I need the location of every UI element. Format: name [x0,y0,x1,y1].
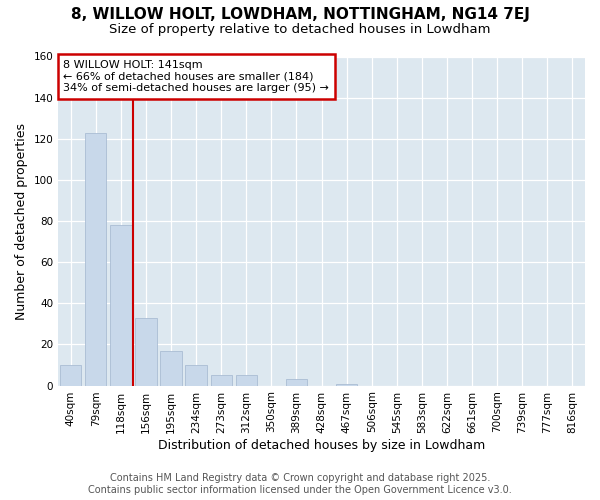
Bar [286,380,307,386]
Text: 8, WILLOW HOLT, LOWDHAM, NOTTINGHAM, NG14 7EJ: 8, WILLOW HOLT, LOWDHAM, NOTTINGHAM, NG1… [71,8,529,22]
Bar [136,318,157,386]
Y-axis label: Number of detached properties: Number of detached properties [15,122,28,320]
Bar [211,376,232,386]
Bar [110,225,131,386]
Bar [85,132,106,386]
Text: 8 WILLOW HOLT: 141sqm
← 66% of detached houses are smaller (184)
34% of semi-det: 8 WILLOW HOLT: 141sqm ← 66% of detached … [64,60,329,93]
Bar [60,365,82,386]
Text: Size of property relative to detached houses in Lowdham: Size of property relative to detached ho… [109,22,491,36]
Bar [160,350,182,386]
X-axis label: Distribution of detached houses by size in Lowdham: Distribution of detached houses by size … [158,440,485,452]
Text: Contains HM Land Registry data © Crown copyright and database right 2025.
Contai: Contains HM Land Registry data © Crown c… [88,474,512,495]
Bar [336,384,358,386]
Bar [185,365,207,386]
Bar [236,376,257,386]
